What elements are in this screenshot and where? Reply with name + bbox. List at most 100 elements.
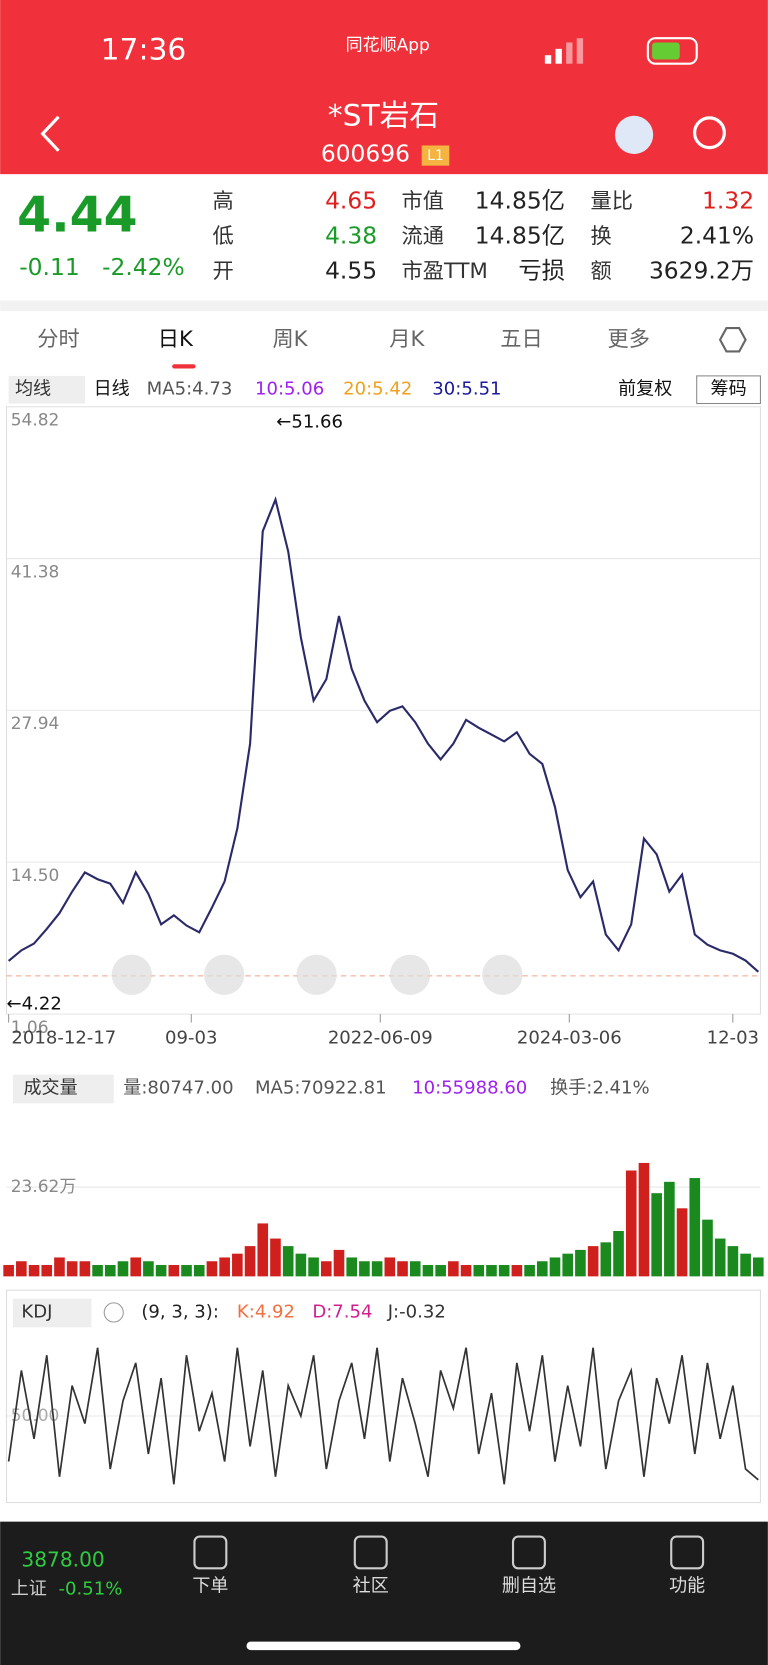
tab[interactable]: 日K [158,327,194,352]
volume-bar [384,1257,396,1277]
volume-bar [206,1261,218,1277]
volume-bar [117,1261,129,1277]
kdj-item: J:-0.32 [387,1301,446,1322]
field-label: 换 [591,224,612,249]
ma-period: 日线 [94,379,130,400]
change: -0.11 [19,253,79,281]
nav-icon[interactable] [353,1535,388,1570]
chart-btn-fullscreen[interactable] [482,954,523,995]
volume-bar [143,1261,154,1277]
volume-bar [346,1257,358,1277]
volume-bar [397,1261,408,1277]
nav-icon[interactable] [511,1535,546,1570]
nav-item[interactable]: 社区 [353,1575,389,1596]
vol-item: 换手:2.41% [550,1077,650,1098]
chart-btn-right[interactable] [389,954,431,995]
robot-icon[interactable] [614,115,654,154]
volume-bar [549,1257,561,1277]
kdj-line [7,1347,759,1485]
tab[interactable]: 周K [272,327,308,352]
nav-icon[interactable] [193,1535,228,1570]
low-label: ←4.22 [7,994,62,1015]
search-icon[interactable] [693,116,726,150]
high-label: ←51.66 [276,412,343,433]
adjust[interactable]: 前复权 [618,379,672,400]
volume-bar [752,1257,764,1277]
app-name: 同花顺App [346,36,430,56]
y-tick-label: 50.00 [11,1406,60,1426]
ma-item: 30:5.51 [432,379,501,400]
settings-icon[interactable] [718,327,747,353]
kdj-frame [5,1289,761,1504]
vol-item: MA5:70922.81 [255,1077,387,1098]
chart-btn-left[interactable] [296,954,337,995]
selector-bg [8,375,86,404]
volume-bar [435,1265,446,1277]
vol-selector[interactable]: 成交量 [23,1077,77,1098]
nav-item[interactable]: 下单 [192,1575,228,1596]
volume-bar [16,1261,27,1277]
volume-bar [498,1265,510,1277]
chart-btn-plus[interactable] [111,954,152,995]
volume-bar [613,1230,624,1277]
change-pct: -2.42% [102,253,185,281]
nav-item[interactable]: 删自选 [502,1575,556,1596]
volume-bar [359,1261,370,1277]
volume-bar [740,1253,751,1277]
chips-btn [696,375,761,405]
volume-bar [448,1261,459,1277]
volume-bar [193,1265,205,1277]
volume-bar [536,1261,548,1277]
volume-bar [320,1261,332,1277]
volume-bar [524,1265,535,1277]
ma-selector[interactable]: 均线 [15,379,51,400]
ma-item: 10:5.06 [255,379,324,400]
volume-bar [168,1265,180,1277]
tab[interactable]: 更多 [608,327,650,352]
chart-btn-minus[interactable] [204,954,245,995]
tab[interactable]: 分时 [37,327,79,352]
field-value: 4.55 [325,256,377,284]
kdj-params: (9, 3, 3): [141,1301,219,1322]
tab[interactable]: 月K [389,327,425,352]
volume-bar [460,1265,472,1277]
y-tick-label: 27.94 [11,714,60,734]
vol-item: 量:80747.00 [123,1077,233,1098]
back-button[interactable] [40,115,60,152]
index-name: 上证 [11,1579,47,1600]
volume-bar [422,1265,434,1277]
date-label: 2018-12-17 [11,1028,116,1049]
kdj-selector[interactable]: KDJ [21,1301,52,1322]
help-icon [103,1302,124,1323]
volume-bar [92,1265,103,1277]
badge: L1 [427,148,443,164]
field-label: 市值 [402,189,444,214]
volume-bar [727,1246,739,1277]
volume-bar [600,1242,612,1277]
y-tick-label: 23.62万 [11,1177,77,1197]
field-label: 低 [213,224,234,249]
price: 4.44 [17,187,137,244]
volume-bar [295,1253,307,1277]
field-value: 3629.2万 [649,256,754,284]
volume-bar [409,1261,421,1277]
field-value: 14.85亿 [475,186,565,214]
volume-bar [651,1193,662,1277]
nav-icon[interactable] [670,1535,705,1570]
chips[interactable]: 筹码 [711,379,747,400]
volume-bar [511,1265,523,1277]
status-icons [544,37,698,65]
volume-bar [587,1246,599,1277]
nav-item[interactable]: 功能 [669,1575,705,1596]
volume-bar [155,1265,167,1277]
index-pct: -0.51% [59,1579,123,1600]
ma-item: 20:5.42 [343,379,412,400]
ma-item: MA5:4.73 [147,379,233,400]
divider [0,300,768,312]
tab[interactable]: 五日 [500,327,542,352]
volume-bar [104,1265,116,1277]
field-value: 1.32 [702,186,754,214]
field-value: 14.85亿 [475,221,565,249]
volume-bar [702,1219,713,1277]
